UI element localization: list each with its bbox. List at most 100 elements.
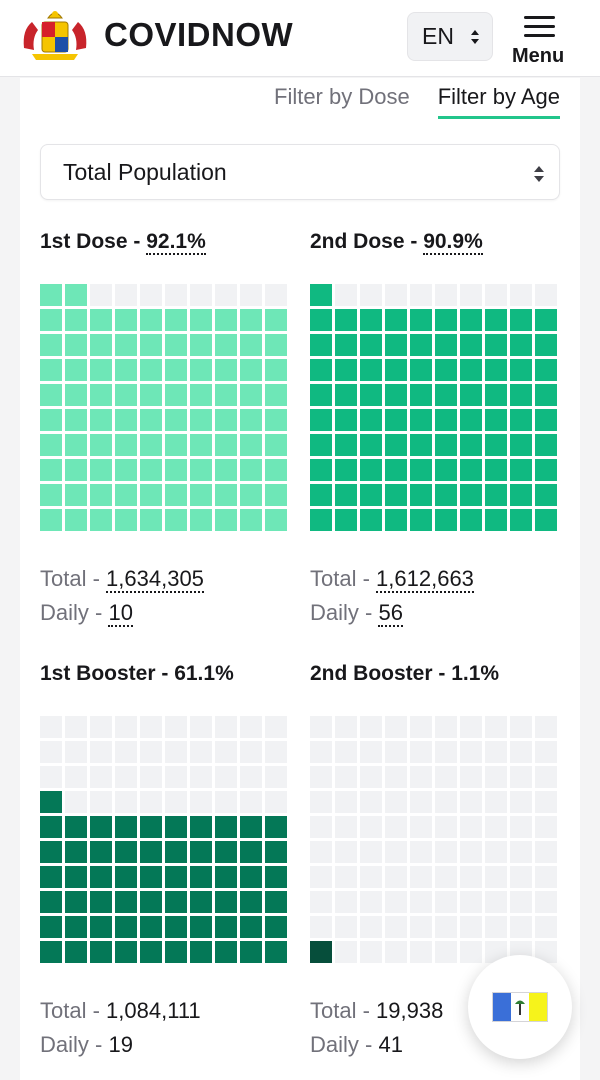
waffle-cell bbox=[240, 384, 262, 406]
daily-value: 19 bbox=[108, 1032, 133, 1057]
waffle-cell bbox=[410, 841, 432, 863]
waffle-cell bbox=[485, 484, 507, 506]
waffle-cell bbox=[265, 716, 287, 738]
waffle-cell bbox=[115, 916, 137, 938]
waffle-cell bbox=[115, 816, 137, 838]
waffle-cell bbox=[360, 766, 382, 788]
percent-value[interactable]: 90.9% bbox=[423, 230, 483, 255]
waffle-cell bbox=[165, 716, 187, 738]
waffle-cell bbox=[115, 791, 137, 813]
waffle-cell bbox=[510, 484, 532, 506]
waffle-cell bbox=[165, 941, 187, 963]
waffle-cell bbox=[510, 459, 532, 481]
waffle-cell bbox=[510, 741, 532, 763]
waffle-cell bbox=[385, 816, 407, 838]
waffle-cell bbox=[190, 459, 212, 481]
waffle-cell bbox=[240, 309, 262, 331]
waffle-cell bbox=[165, 791, 187, 813]
waffle-cell bbox=[190, 741, 212, 763]
waffle-cell bbox=[115, 891, 137, 913]
waffle-cell bbox=[410, 866, 432, 888]
waffle-cell bbox=[90, 941, 112, 963]
waffle-cell bbox=[410, 384, 432, 406]
total-label: Total bbox=[40, 566, 87, 591]
waffle-cell bbox=[40, 484, 62, 506]
waffle-cell bbox=[535, 866, 557, 888]
tab-filter-by-dose[interactable]: Filter by Dose bbox=[274, 84, 410, 109]
waffle-cell bbox=[115, 766, 137, 788]
daily-value[interactable]: 10 bbox=[108, 600, 133, 627]
waffle-cell bbox=[265, 941, 287, 963]
waffle-cell bbox=[40, 841, 62, 863]
tab-filter-by-age[interactable]: Filter by Age bbox=[437, 84, 560, 119]
panel-title-separator: - bbox=[127, 230, 147, 253]
waffle-chart bbox=[310, 284, 560, 534]
coat-of-arms-logo[interactable] bbox=[18, 8, 92, 64]
waffle-cell bbox=[510, 816, 532, 838]
waffle-cell bbox=[510, 766, 532, 788]
brand-title[interactable]: COVIDNOW bbox=[104, 16, 294, 53]
total-value[interactable]: 1,634,305 bbox=[106, 566, 204, 593]
waffle-cell bbox=[335, 359, 357, 381]
waffle-cell bbox=[90, 841, 112, 863]
daily-label: Daily bbox=[40, 600, 89, 625]
waffle-cell bbox=[265, 284, 287, 306]
waffle-cell bbox=[485, 434, 507, 456]
total-label: Total bbox=[310, 566, 357, 591]
waffle-cell bbox=[460, 409, 482, 431]
waffle-cell bbox=[535, 384, 557, 406]
waffle-cell bbox=[485, 791, 507, 813]
waffle-cell bbox=[140, 409, 162, 431]
percent-value[interactable]: 92.1% bbox=[146, 230, 206, 255]
panel-title: 2nd Booster - 1.1% bbox=[310, 662, 560, 686]
waffle-cell bbox=[140, 359, 162, 381]
waffle-cell bbox=[335, 891, 357, 913]
waffle-cell bbox=[310, 509, 332, 531]
waffle-cell bbox=[190, 766, 212, 788]
waffle-cell bbox=[40, 716, 62, 738]
hamburger-icon-bar bbox=[524, 34, 555, 37]
menu-button[interactable]: Menu bbox=[510, 12, 570, 68]
waffle-cell bbox=[115, 384, 137, 406]
daily-value[interactable]: 56 bbox=[378, 600, 403, 627]
waffle-cell bbox=[265, 916, 287, 938]
waffle-cell bbox=[335, 284, 357, 306]
total-value[interactable]: 1,612,663 bbox=[376, 566, 474, 593]
waffle-cell bbox=[360, 284, 382, 306]
waffle-cell bbox=[140, 766, 162, 788]
waffle-cell bbox=[410, 791, 432, 813]
waffle-cell bbox=[310, 866, 332, 888]
language-select[interactable]: EN bbox=[407, 12, 493, 61]
waffle-cell bbox=[65, 309, 87, 331]
waffle-cell bbox=[215, 334, 237, 356]
waffle-cell bbox=[265, 841, 287, 863]
waffle-cell bbox=[385, 791, 407, 813]
waffle-cell bbox=[90, 484, 112, 506]
waffle-cell bbox=[190, 484, 212, 506]
waffle-cell bbox=[360, 941, 382, 963]
waffle-cell bbox=[460, 791, 482, 813]
waffle-cell bbox=[360, 816, 382, 838]
waffle-cell bbox=[410, 916, 432, 938]
state-selector-button[interactable] bbox=[468, 955, 572, 1059]
waffle-cell bbox=[190, 359, 212, 381]
waffle-cell bbox=[140, 284, 162, 306]
waffle-cell bbox=[265, 766, 287, 788]
waffle-cell bbox=[460, 816, 482, 838]
waffle-cell bbox=[385, 484, 407, 506]
waffle-cell bbox=[360, 916, 382, 938]
waffle-cell bbox=[485, 334, 507, 356]
waffle-cell bbox=[485, 866, 507, 888]
waffle-cell bbox=[215, 459, 237, 481]
waffle-cell bbox=[90, 741, 112, 763]
waffle-cell bbox=[385, 459, 407, 481]
waffle-cell bbox=[535, 916, 557, 938]
waffle-cell bbox=[240, 791, 262, 813]
waffle-cell bbox=[265, 891, 287, 913]
waffle-cell bbox=[240, 509, 262, 531]
waffle-cell bbox=[90, 334, 112, 356]
waffle-cell bbox=[335, 459, 357, 481]
population-select[interactable]: Total Population bbox=[40, 144, 560, 200]
waffle-cell bbox=[435, 509, 457, 531]
waffle-cell bbox=[410, 741, 432, 763]
